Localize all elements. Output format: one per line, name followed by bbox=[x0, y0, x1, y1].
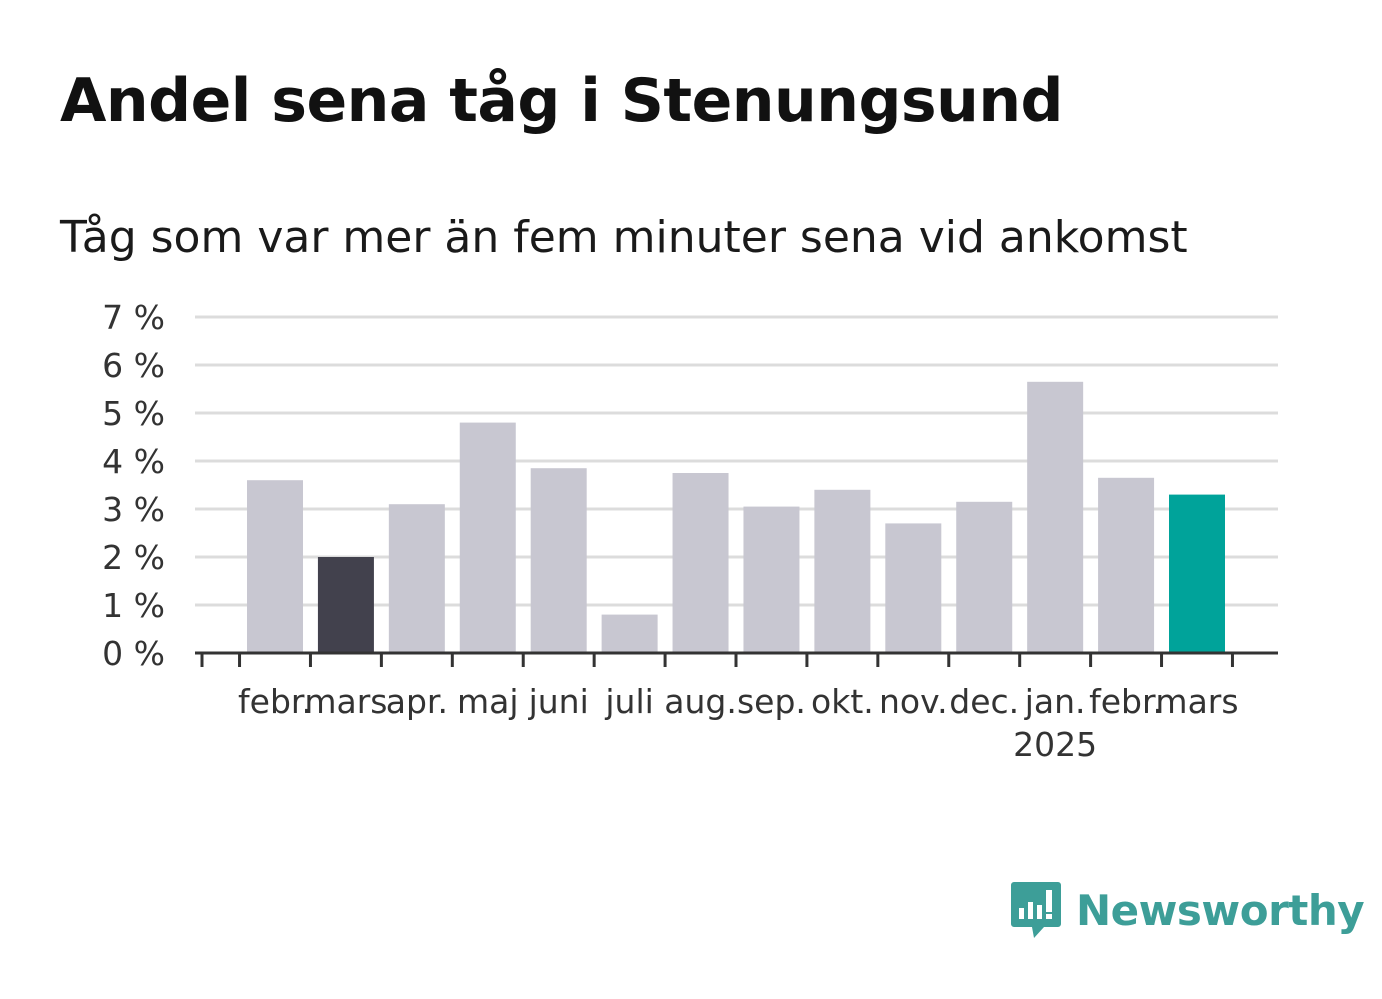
x-tick-label: dec. bbox=[949, 682, 1019, 721]
y-tick-label: 3 % bbox=[102, 490, 165, 529]
bar bbox=[672, 473, 729, 653]
y-tick-label: 1 % bbox=[102, 586, 165, 625]
bar bbox=[530, 468, 587, 653]
x-tick-label: maj bbox=[457, 682, 519, 721]
bar bbox=[247, 480, 303, 653]
chart-title: Andel sena tåg i Stenungsund bbox=[60, 66, 1063, 136]
x-axis bbox=[195, 651, 1278, 667]
x-tick-label: febr. bbox=[238, 682, 312, 721]
x-tick-label: mars bbox=[304, 682, 387, 721]
y-tick-label: 6 % bbox=[102, 346, 165, 385]
y-tick-label: 5 % bbox=[102, 394, 165, 433]
y-tick-labels: 0 % 1 % 2 % 3 % 4 % 5 % 6 % 7 % bbox=[102, 298, 165, 673]
y-tick-label: 0 % bbox=[102, 634, 165, 673]
logo-text: Newsworthy bbox=[1076, 885, 1365, 935]
gridlines bbox=[195, 315, 1278, 607]
bar bbox=[743, 506, 800, 653]
bar bbox=[317, 557, 374, 653]
x-tick-label: juli bbox=[604, 682, 653, 721]
y-tick-label: 2 % bbox=[102, 538, 165, 577]
bar bbox=[388, 504, 445, 653]
x-tick-label: okt. bbox=[811, 682, 874, 721]
x-tick-label: aug. bbox=[664, 682, 737, 721]
chart-subtitle: Tåg som var mer än fem minuter sena vid … bbox=[60, 212, 1188, 263]
bar-chart-speech-bubble-icon bbox=[1011, 882, 1061, 938]
bar bbox=[601, 614, 658, 653]
bars bbox=[247, 381, 1225, 653]
bar bbox=[1027, 381, 1084, 653]
newsworthy-logo: Newsworthy bbox=[1010, 878, 1365, 942]
bar bbox=[956, 501, 1013, 653]
bar bbox=[459, 422, 516, 653]
x-tick-label: mars bbox=[1155, 682, 1238, 721]
bar bbox=[1169, 494, 1225, 653]
x-tick-label: nov. bbox=[879, 682, 948, 721]
bar bbox=[1098, 477, 1155, 653]
y-tick-label: 4 % bbox=[102, 442, 165, 481]
x-tick-label: sep. bbox=[737, 682, 806, 721]
y-tick-label: 7 % bbox=[102, 298, 165, 337]
year-label: 2025 bbox=[1013, 725, 1097, 764]
x-tick-label: febr. bbox=[1089, 682, 1163, 721]
x-tick-label: juni bbox=[528, 682, 589, 721]
x-tick-label: jan. bbox=[1024, 682, 1086, 721]
x-tick-label: apr. bbox=[386, 682, 448, 721]
bar bbox=[814, 489, 871, 653]
bar bbox=[885, 523, 942, 653]
